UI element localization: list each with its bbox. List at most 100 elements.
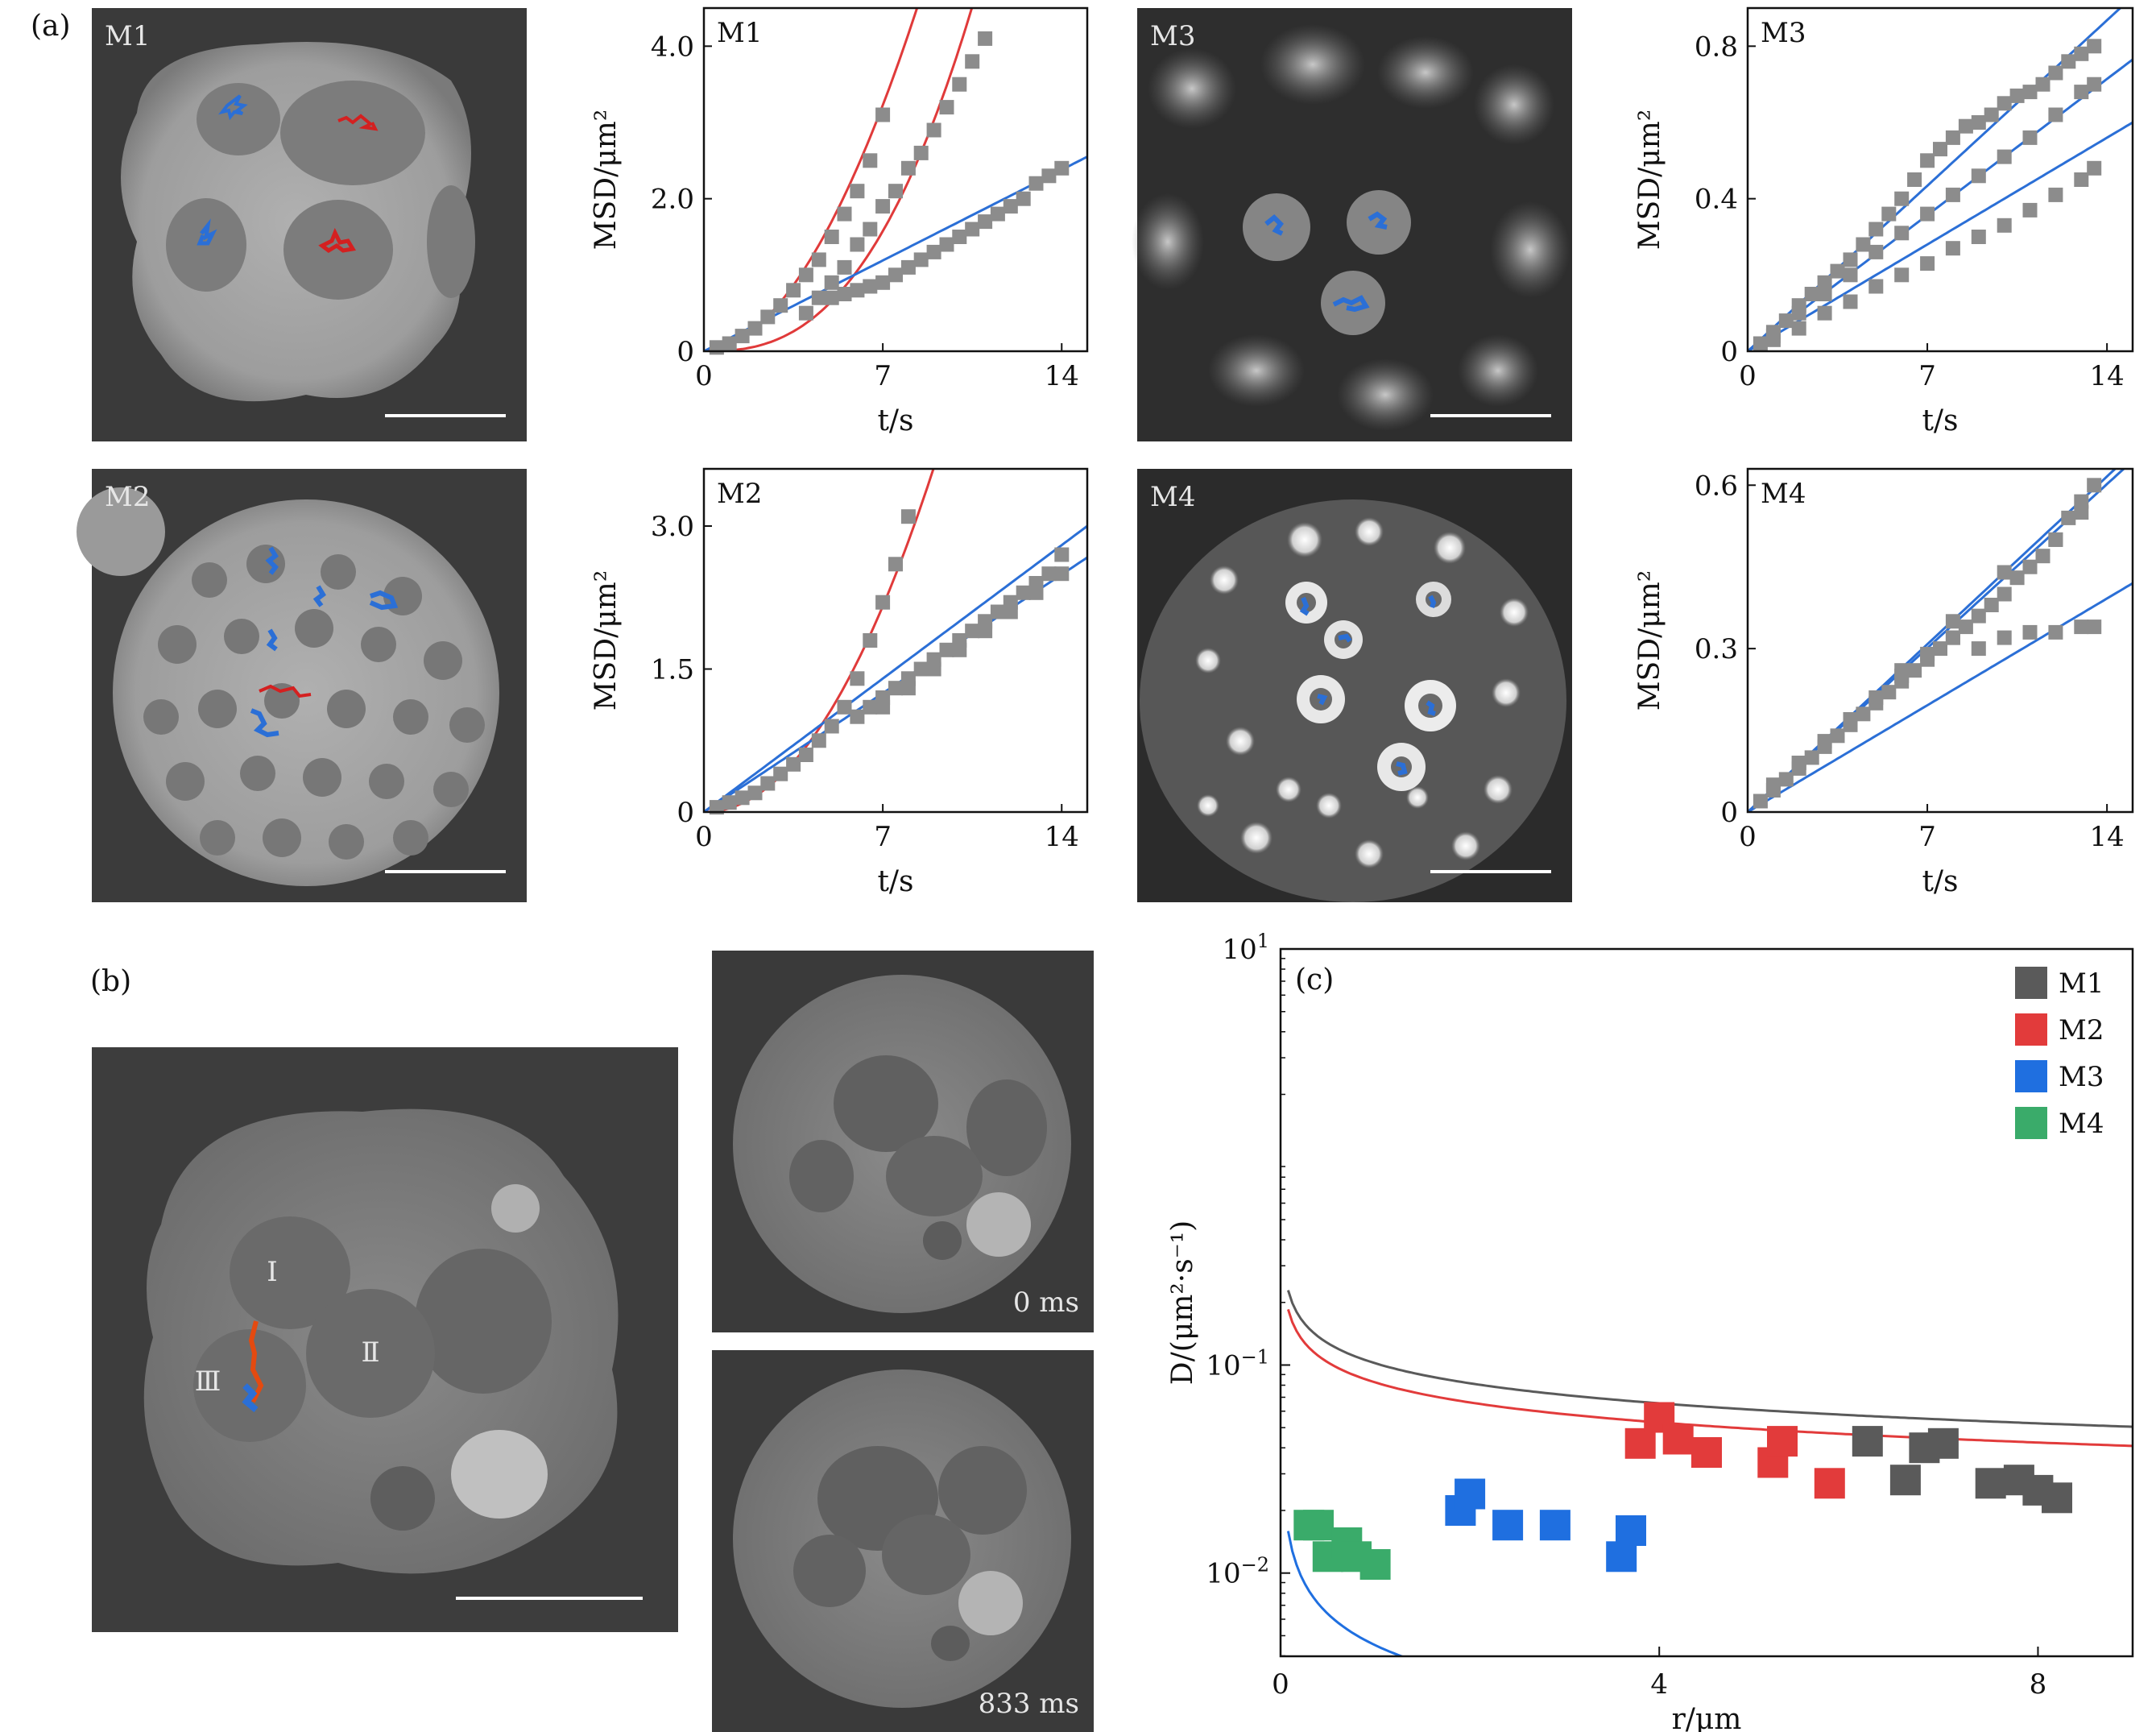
region-label-2: Ⅱ — [361, 1336, 379, 1369]
msd-m2-marker — [1041, 566, 1057, 582]
msd-m2-marker — [926, 661, 941, 677]
msd-m2-marker — [990, 604, 1005, 619]
msd-m1-marker — [939, 100, 954, 115]
msd-m4-marker — [2087, 619, 2102, 635]
msd-m1-xtick-label: 14 — [1045, 360, 1079, 392]
micrograph-b-0ms: 0 ms — [712, 951, 1094, 1332]
msd-m1-marker — [900, 259, 916, 275]
msd-m3-marker — [1817, 305, 1832, 321]
msd-m4-xtick-label: 7 — [1918, 821, 1936, 853]
msd-m3-marker — [2074, 46, 2089, 61]
msd-m3-marker — [1920, 256, 1935, 271]
diffusion-point-m2 — [1814, 1468, 1845, 1499]
msd-m4-marker — [2009, 570, 2025, 586]
msd-m4-marker — [1984, 598, 1999, 612]
msd-m4-marker — [1997, 586, 2012, 602]
msd-m1-fit-1 — [704, 8, 974, 351]
msd-m3-frame — [1746, 6, 2134, 353]
frame-time-0: 0 ms — [1013, 1287, 1079, 1319]
msd-m3-marker — [1778, 313, 1794, 329]
msd-m4-ytick-label: 0.3 — [1695, 633, 1738, 665]
msd-m2-marker — [863, 699, 878, 715]
diffusion-xtick-label: 4 — [1650, 1668, 1668, 1701]
msd-m4-marker — [1945, 630, 1960, 645]
msd-m3-marker — [1971, 230, 1986, 244]
msd-m3-marker — [1804, 287, 1819, 301]
msd-m1-marker — [824, 230, 839, 244]
msd-m1-marker — [965, 54, 980, 69]
micrograph-b-main: Ⅰ Ⅱ Ⅲ — [92, 1047, 678, 1632]
msd-m3-marker — [1868, 244, 1884, 259]
msd-m4-title: M4 — [1761, 478, 1806, 510]
msd-m3-ytick-label: 0.8 — [1695, 31, 1738, 63]
msd-m1-marker — [1003, 199, 1018, 214]
msd-m2-xtick-label: 14 — [1045, 821, 1079, 853]
msd-m1-title: M1 — [717, 17, 762, 49]
msd-m3-marker — [1907, 172, 1922, 187]
diffusion-point-m1 — [1852, 1426, 1883, 1457]
msd-m2-marker — [1054, 566, 1070, 582]
frame-time-833: 833 ms — [979, 1688, 1079, 1720]
legend-swatch-m4 — [2015, 1107, 2047, 1139]
msd-m4-marker — [1817, 734, 1832, 749]
msd-m1-marker — [837, 287, 852, 301]
msd-m4-marker — [1958, 619, 1973, 635]
msd-m4-marker — [1791, 756, 1806, 771]
msd-m2-xtick-label: 0 — [695, 821, 713, 853]
msd-m3-marker — [1894, 191, 1910, 206]
msd-m3-fit-1 — [1748, 58, 2133, 351]
diffusion-point-m3 — [1606, 1541, 1637, 1572]
msd-m1-marker — [888, 184, 903, 199]
msd-m1-marker — [863, 279, 878, 294]
msd-m1-marker — [824, 290, 839, 305]
msd-m3-marker — [1894, 226, 1910, 241]
msd-m1-marker — [952, 77, 967, 92]
msd-m3-marker — [1958, 118, 1973, 134]
msd-m3-marker — [1997, 218, 2012, 233]
msd-m1-ytick-label: 2.0 — [651, 184, 694, 216]
diffusion-point-m3 — [1539, 1510, 1570, 1541]
msd-chart-m4: 0 7 14 0 0.3 0.6 M4 t/s MSD/μm² — [1633, 467, 2134, 898]
micrograph-m3: M3 — [1132, 8, 1572, 441]
msd-m4-marker — [1920, 646, 1935, 661]
msd-m4-xtick-label: 14 — [2090, 821, 2125, 853]
msd-m1-xlabel: t/s — [877, 404, 913, 437]
msd-m3-marker — [1817, 287, 1832, 301]
msd-m2-marker — [1003, 604, 1018, 619]
msd-m1-marker — [1016, 191, 1031, 206]
msd-m3-marker — [1868, 279, 1884, 294]
msd-m1-marker — [798, 267, 813, 283]
msd-m1-marker — [824, 275, 839, 290]
msd-m4-xtick-label: 0 — [1739, 821, 1757, 853]
msd-m3-marker — [1830, 263, 1845, 279]
micrograph-m3-label: M3 — [1150, 20, 1195, 52]
msd-m3-marker — [2087, 77, 2102, 92]
region-label-3: Ⅲ — [195, 1365, 221, 1398]
region-label-1: Ⅰ — [267, 1256, 277, 1288]
msd-m4-marker — [2074, 505, 2089, 520]
msd-m2-marker — [863, 633, 878, 648]
msd-m4-marker — [2048, 532, 2063, 547]
msd-m2-marker — [850, 709, 865, 724]
msd-m1-ytick-label: 4.0 — [651, 31, 694, 63]
msd-m4-marker — [1971, 641, 1986, 657]
diffusion-point-m4 — [1303, 1510, 1334, 1541]
msd-m4-marker — [2074, 619, 2089, 635]
msd-m2-marker — [875, 699, 891, 715]
msd-m1-marker — [875, 107, 891, 122]
msd-m3-marker — [1971, 168, 1986, 184]
msd-m1-marker — [952, 230, 967, 244]
msd-m4-marker — [2087, 478, 2102, 493]
diffusion-point-m2 — [1624, 1427, 1656, 1459]
msd-m1-marker — [939, 237, 954, 252]
msd-m2-marker — [888, 557, 903, 572]
msd-m3-marker — [1881, 206, 1897, 222]
diffusion-point-m3 — [1492, 1510, 1524, 1541]
msd-m1-marker — [875, 275, 891, 290]
msd-m4-marker — [1830, 728, 1845, 744]
msd-m2-marker — [824, 719, 839, 734]
msd-m3-marker — [1817, 275, 1832, 290]
msd-m3-marker — [2022, 130, 2038, 145]
diffusion-point-m2 — [1662, 1423, 1694, 1455]
msd-m1-marker — [926, 244, 941, 259]
